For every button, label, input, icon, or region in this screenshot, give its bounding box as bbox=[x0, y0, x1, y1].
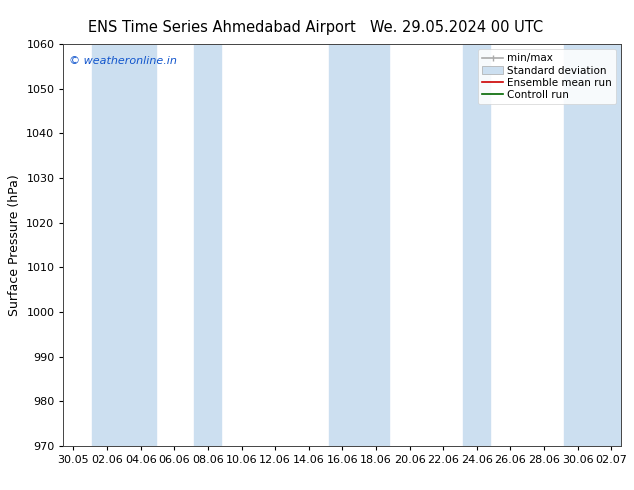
Y-axis label: Surface Pressure (hPa): Surface Pressure (hPa) bbox=[8, 174, 21, 316]
Bar bbox=[92, 44, 156, 446]
Text: We. 29.05.2024 00 UTC: We. 29.05.2024 00 UTC bbox=[370, 20, 543, 35]
Legend: min/max, Standard deviation, Ensemble mean run, Controll run: min/max, Standard deviation, Ensemble me… bbox=[478, 49, 616, 104]
Text: © weatheronline.in: © weatheronline.in bbox=[69, 56, 177, 66]
Bar bbox=[195, 44, 221, 446]
Text: ENS Time Series Ahmedabad Airport: ENS Time Series Ahmedabad Airport bbox=[88, 20, 356, 35]
Bar bbox=[463, 44, 490, 446]
Bar bbox=[329, 44, 389, 446]
Bar bbox=[564, 44, 628, 446]
